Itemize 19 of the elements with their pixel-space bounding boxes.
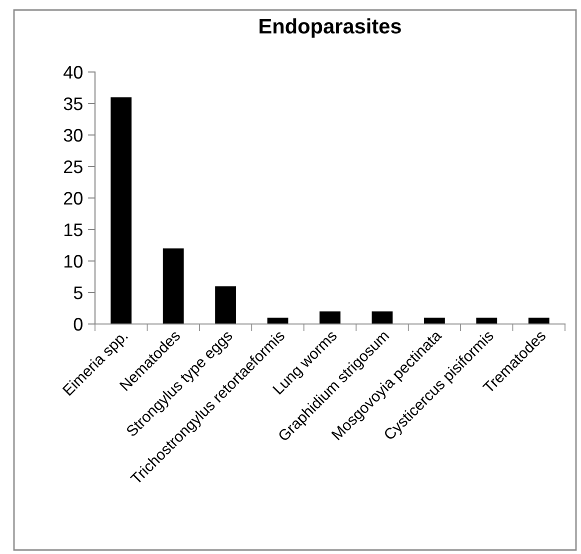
y-tick-label: 20 bbox=[64, 192, 82, 205]
y-tick-label: 15 bbox=[64, 224, 82, 236]
y-tick-label: 35 bbox=[64, 97, 82, 110]
y-tick-label: 0 bbox=[74, 318, 82, 331]
bar bbox=[215, 286, 236, 324]
bar bbox=[372, 311, 393, 324]
y-tick-label: 25 bbox=[64, 160, 82, 174]
bar bbox=[267, 318, 288, 324]
y-tick-label: 5 bbox=[74, 286, 82, 300]
bar bbox=[110, 97, 132, 324]
bar bbox=[320, 311, 340, 324]
chart-title: Endoparasites bbox=[260, 18, 401, 38]
y-tick-label: 30 bbox=[64, 128, 82, 142]
y-tick-label: 40 bbox=[64, 66, 82, 79]
y-tick-label: 10 bbox=[64, 254, 82, 268]
bar bbox=[476, 318, 498, 324]
bar bbox=[162, 248, 184, 324]
bar bbox=[424, 318, 445, 324]
bar bbox=[528, 318, 550, 324]
